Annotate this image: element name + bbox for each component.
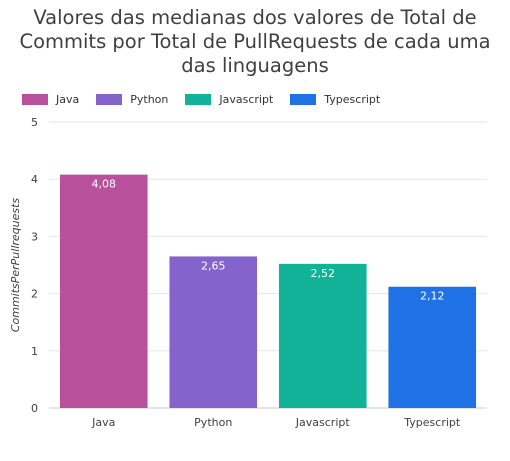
legend-item-python[interactable]: Python [96, 93, 168, 106]
bar-typescript[interactable] [388, 286, 477, 408]
x-axis-ticks: Java Python Javascript Typescript [91, 416, 461, 429]
bars: 4,08 2,65 2,52 2,12 [59, 174, 477, 408]
chart-title-line: das linguagens [181, 54, 329, 77]
legend-item-javascript[interactable]: Javascript [185, 93, 273, 106]
bar-python[interactable] [169, 256, 258, 408]
chart-legend: Java Python Javascript Typescript [22, 92, 397, 106]
y-tick-label: 2 [31, 288, 38, 301]
x-tick-label: Javascript [295, 416, 351, 429]
legend-swatch [22, 93, 48, 105]
data-label: 2,65 [201, 259, 226, 272]
y-tick-label: 1 [31, 345, 38, 358]
legend-swatch [96, 93, 123, 105]
chart-title: Valores das medianas dos valores de Tota… [0, 6, 510, 78]
legend-label: Python [130, 92, 169, 106]
x-tick-label: Java [91, 416, 115, 429]
legend-label: Java [56, 92, 80, 106]
chart-title-line: Valores das medianas dos valores de Tota… [33, 6, 477, 29]
legend-item-typescript[interactable]: Typescript [290, 93, 380, 106]
bar-java[interactable] [59, 174, 148, 408]
x-tick-label: Typescript [403, 416, 461, 429]
y-axis-ticks: 0 1 2 3 4 5 [31, 116, 38, 415]
data-label: 2,12 [420, 290, 445, 303]
chart-title-line: Commits por Total de PullRequests de cad… [19, 30, 491, 53]
legend-label: Javascript [219, 92, 274, 106]
y-tick-label: 0 [31, 402, 38, 415]
x-tick-label: Python [194, 416, 232, 429]
legend-swatch [185, 93, 212, 105]
legend-item-java[interactable]: Java [22, 93, 79, 106]
legend-label: Typescript [324, 92, 381, 106]
y-tick-label: 4 [31, 173, 38, 186]
y-tick-label: 3 [31, 230, 38, 243]
bar-javascript[interactable] [278, 263, 367, 408]
data-label: 4,08 [92, 178, 117, 191]
y-axis-title: CommitsPerPullrequests [9, 198, 22, 333]
data-label: 2,52 [311, 267, 336, 280]
legend-swatch [290, 93, 317, 105]
y-tick-label: 5 [31, 116, 38, 129]
